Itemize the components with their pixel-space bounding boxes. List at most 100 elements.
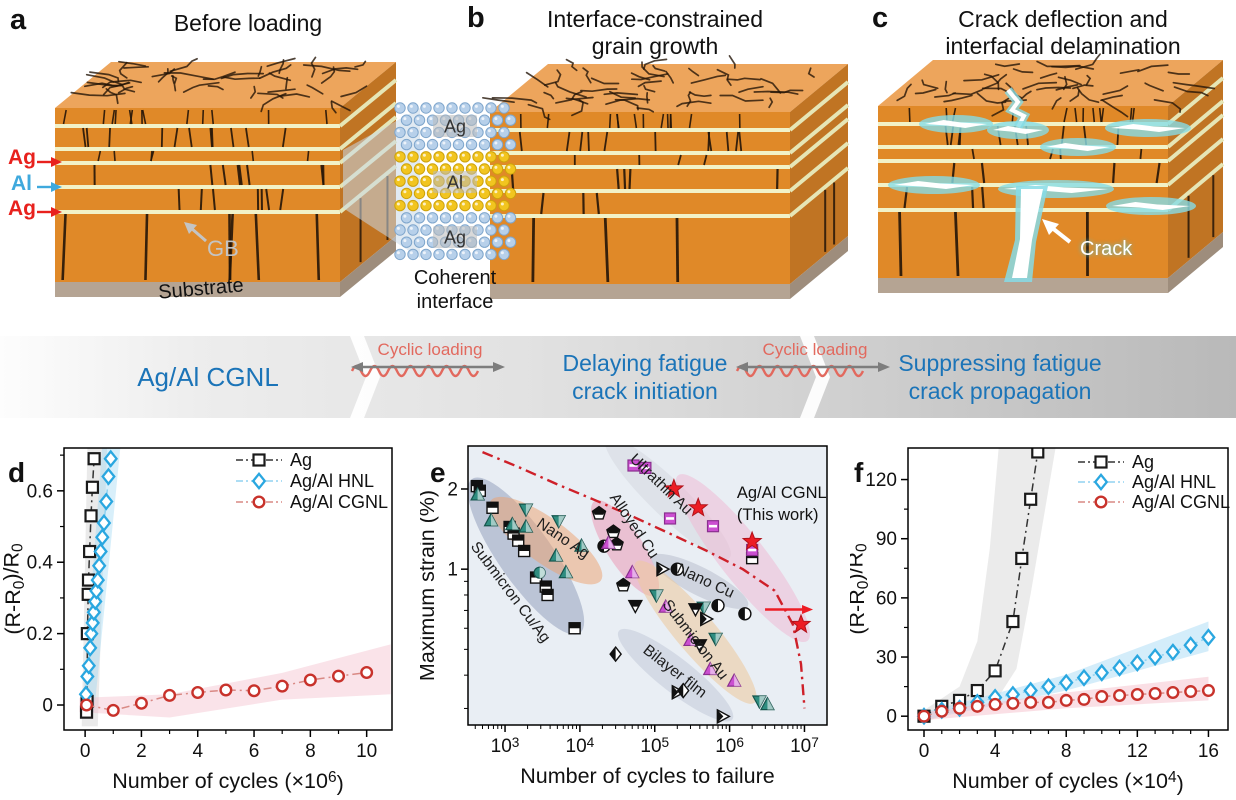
svg-text:60: 60 — [876, 588, 897, 609]
chart-f-axes: 0 4 8 12 16 0 30 60 90 120 — [865, 447, 1229, 762]
fatigue-crack — [987, 87, 1049, 282]
svg-text:0.6: 0.6 — [27, 481, 53, 502]
svg-text:0.2: 0.2 — [27, 624, 53, 645]
svg-text:0: 0 — [42, 695, 53, 716]
panel-a-title: Before loading — [173, 10, 323, 36]
crack-label: Crack — [1080, 238, 1133, 260]
svg-text:8: 8 — [305, 741, 316, 762]
svg-text:1: 1 — [447, 560, 458, 581]
panel-b-letter: b — [467, 2, 485, 34]
atom-label-chip — [433, 115, 477, 137]
series-ag-al-hnl — [78, 449, 119, 704]
svg-text:Number of cycles (×104): Number of cycles (×104) — [952, 769, 1183, 795]
coherent-interface-inset: Ag Al Ag — [394, 102, 517, 261]
layered-film-block — [482, 55, 850, 299]
boundary-line — [482, 450, 806, 709]
svg-text:16: 16 — [1198, 741, 1219, 762]
svg-text:Maximum strain (%): Maximum strain (%) — [420, 490, 439, 681]
layer-label-ag-bottom: Ag — [8, 197, 36, 220]
zoom-cone — [343, 108, 420, 258]
svg-text:Ag/Al CGNL: Ag/Al CGNL — [1132, 492, 1230, 512]
svg-text:8: 8 — [1061, 741, 1072, 762]
banner-cyclic-loading-2: Cyclic loading — [735, 340, 895, 378]
svg-text:(R-R0)/R0: (R-R0)/R0 — [850, 543, 872, 634]
svg-text:Ag/Al HNL: Ag/Al HNL — [1132, 472, 1216, 492]
panel-c-title: Crack deflection and interfacial delamina… — [945, 6, 1181, 59]
literature-clusters — [468, 446, 810, 722]
layer-label-ag-top: Ag — [8, 146, 36, 169]
atom-label: Al — [447, 172, 463, 192]
panel-c-letter: c — [872, 2, 889, 34]
double-arrow-icon — [351, 362, 505, 372]
this-work-stars — [663, 478, 814, 634]
atom-label: Ag — [444, 116, 466, 136]
svg-text:0: 0 — [80, 741, 91, 762]
panel-f-letter: f — [854, 457, 864, 488]
svg-text:4: 4 — [990, 741, 1001, 762]
banner-cyclic-loading-1: Cyclic loading — [350, 340, 510, 378]
chevron-divider-icon — [800, 336, 830, 418]
banner-segment-cgnl: Ag/Al CGNL — [137, 362, 279, 392]
panel-b-title: Interface-constrained grain growth — [546, 6, 764, 59]
chart-f-plot-area — [916, 448, 1216, 726]
svg-text:Number of cycles (×106): Number of cycles (×106) — [112, 769, 343, 795]
svg-text:90: 90 — [876, 529, 897, 550]
layered-film-block — [878, 53, 1225, 293]
ag-bottom-arrow-icon — [37, 207, 62, 217]
svg-text:0.4: 0.4 — [27, 553, 54, 574]
svg-text:2: 2 — [136, 741, 147, 762]
literature-points — [470, 459, 775, 725]
grain-boundary-label: GB — [207, 236, 239, 261]
chart-e-axes: 103 104 105 106 107 1 2 — [447, 445, 828, 757]
gb-arrow-icon — [184, 222, 207, 243]
atom-label-chip — [433, 226, 477, 248]
svg-text:Ag/Al CGNL: Ag/Al CGNL — [290, 492, 388, 512]
svg-text:107: 107 — [790, 735, 819, 757]
this-work-label: (This work) — [737, 506, 819, 524]
chart-d-resistance-vs-cycles: 0 2 4 6 8 10 0 0.2 0.4 0.6 Number of cycles (×106)… — [0, 447, 393, 795]
svg-text:0: 0 — [886, 707, 897, 728]
series-ag-al-cgnl — [917, 684, 1215, 723]
svg-text:103: 103 — [491, 735, 520, 757]
panel-a-illustration — [55, 56, 420, 297]
svg-text:0: 0 — [919, 741, 930, 762]
al-arrow-icon — [37, 182, 62, 192]
double-arrow-icon — [736, 362, 890, 372]
svg-text:6: 6 — [249, 741, 260, 762]
svg-text:Number of cycles to failure: Number of cycles to failure — [520, 764, 775, 788]
layer-label-al: Al — [11, 172, 32, 195]
banner-segment-delaying: Delaying fatigue crack initiation — [562, 350, 728, 404]
panel-b-illustration — [482, 55, 850, 299]
banner-segment-suppressing: Suppressing fatigue crack propagation — [898, 350, 1102, 404]
chart-f-resistance-vs-cycles: 0 4 8 12 16 0 30 60 90 120 Number of cycles (×104)… — [850, 447, 1230, 795]
cyclic-loading-label: Cyclic loading — [377, 340, 483, 359]
chart-d-plot-area — [78, 448, 391, 727]
svg-text:2: 2 — [447, 479, 458, 500]
crack-arrow-icon — [1042, 219, 1072, 244]
coherent-interface-caption: Coherent interface — [413, 267, 497, 313]
svg-text:10: 10 — [356, 741, 377, 762]
atom-label-chip — [433, 171, 477, 193]
panel-a-letter: a — [10, 4, 27, 36]
svg-text:106: 106 — [715, 735, 744, 757]
svg-text:Ag: Ag — [1132, 452, 1154, 472]
chevron-divider-icon — [350, 336, 380, 418]
atom-lattice — [394, 102, 517, 261]
atom-label: Ag — [444, 227, 466, 247]
svg-text:120: 120 — [865, 470, 897, 491]
series-ag-al-cgnl — [80, 666, 374, 717]
ag-top-arrow-icon — [37, 157, 62, 167]
svg-text:104: 104 — [566, 735, 595, 757]
svg-text:105: 105 — [640, 735, 669, 757]
chart-d-axes: 0 2 4 6 8 10 0 0.2 0.4 0.6 — [27, 447, 393, 762]
svg-text:30: 30 — [876, 647, 897, 668]
cyclic-loading-label: Cyclic loading — [762, 340, 868, 359]
svg-text:4: 4 — [192, 741, 203, 762]
svg-text:(R-R0)/R0: (R-R0)/R0 — [0, 543, 28, 634]
this-work-label: Ag/Al CGNL — [737, 484, 827, 502]
panel-e-letter: e — [430, 457, 446, 488]
